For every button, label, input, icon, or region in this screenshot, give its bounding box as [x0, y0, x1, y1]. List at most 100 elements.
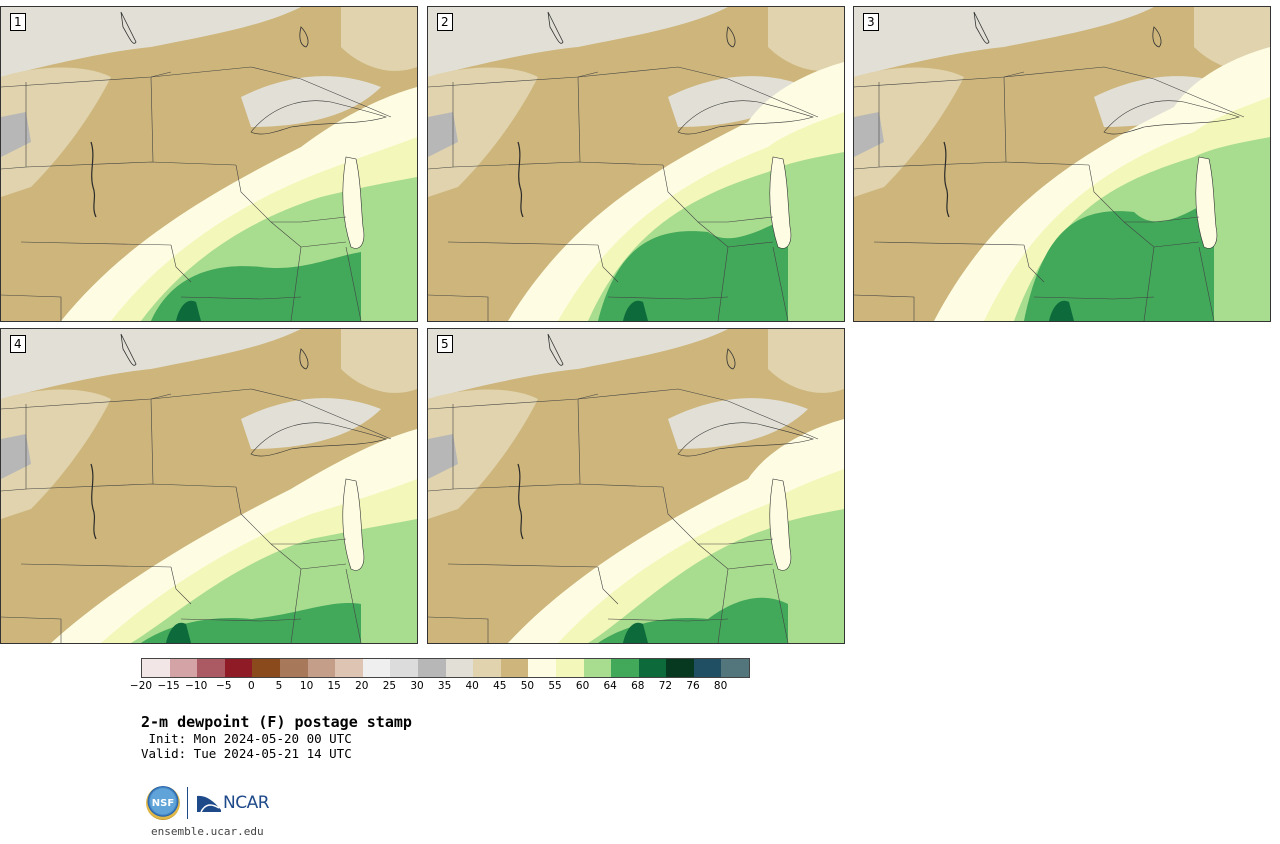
- dewpoint-colorbar: [141, 658, 751, 678]
- state-border: [235, 164, 301, 223]
- gray-region: [854, 112, 884, 157]
- state-border: [300, 216, 347, 223]
- colorbar-swatch: [142, 659, 170, 677]
- light-tan-west-region: [854, 67, 964, 197]
- lake-superior-outline: [250, 100, 387, 135]
- state-border: [1003, 66, 1245, 118]
- colorbar-swatch: [362, 659, 391, 677]
- green-region: [1024, 197, 1214, 321]
- colorbar-tick-label: 76: [686, 680, 700, 692]
- dry-north-region: [428, 7, 728, 77]
- panel-number-label: 2: [437, 13, 453, 31]
- colorbar-tick-label: 35: [437, 680, 452, 692]
- state-border: [170, 244, 192, 283]
- colorbar-tick-label: 0: [248, 680, 255, 692]
- colorbar-swatch: [390, 659, 418, 677]
- state-border: [717, 568, 729, 643]
- river-outline: [90, 141, 97, 218]
- state-border: [452, 161, 664, 168]
- river-outline: [517, 141, 524, 218]
- ncar-mark-icon: [197, 795, 221, 812]
- colorbar-swatch: [417, 659, 446, 677]
- state-border: [662, 486, 728, 545]
- dewpoint-map-1: [1, 7, 417, 321]
- state-border: [150, 398, 154, 485]
- init-time: Init: Mon 2024-05-20 00 UTC: [141, 731, 352, 746]
- dark-green-region: [166, 622, 191, 643]
- colorbar-tick-labels: −20 −15 −10 −5 0 5 10 15 20 25 30 35 40 45 50 55 60 64 68 7…: [130, 678, 757, 692]
- colorbar-swatch: [528, 659, 556, 677]
- state-border: [150, 76, 154, 163]
- colorbar-tick-label: 15: [327, 680, 341, 692]
- state-border: [1003, 76, 1007, 163]
- state-border: [727, 216, 774, 223]
- state-border: [290, 246, 302, 321]
- state-border: [1153, 216, 1200, 223]
- lake-outline: [120, 333, 137, 366]
- valid-time: Valid: Tue 2024-05-21 14 UTC: [141, 746, 352, 761]
- colorbar-tick-label: −10: [185, 680, 208, 692]
- lake-superior-outline: [677, 422, 814, 457]
- title-block: 2-m dewpoint (F) postage stamp Init: Mon…: [141, 713, 412, 761]
- map-panel-5: 5: [427, 328, 845, 644]
- dark-green-region: [176, 300, 201, 321]
- lake-superior-region: [241, 398, 381, 449]
- colorbar-swatch: [555, 659, 584, 677]
- state-border: [1023, 244, 1045, 283]
- panel-number-label: 3: [863, 13, 879, 31]
- state-border: [428, 294, 489, 321]
- colorbar-tick-label: 5: [275, 680, 283, 692]
- state-border: [300, 538, 347, 545]
- colorbar-swatch: [224, 659, 253, 677]
- light-tan-west-region: [1, 67, 111, 197]
- light-tan-northeast-region: [768, 7, 844, 71]
- state-border: [1, 616, 62, 643]
- colorbar-swatch: [335, 659, 363, 677]
- state-border: [1088, 164, 1154, 223]
- product-title: 2-m dewpoint (F) postage stamp: [141, 713, 412, 731]
- dry-north-region: [854, 7, 1154, 77]
- dry-north-region: [1, 7, 301, 77]
- state-border: [1143, 246, 1155, 321]
- colorbar-swatch: [638, 659, 667, 677]
- lake-michigan-outline: [769, 478, 792, 571]
- panel-number-label: 4: [10, 335, 26, 353]
- colorbar-swatch: [169, 659, 198, 677]
- lake-outline: [726, 348, 736, 370]
- dewpoint-map-4: [1, 329, 417, 643]
- lake-outline: [120, 11, 137, 44]
- colorbar-tick-label: 64: [603, 680, 617, 692]
- lake-superior-region: [668, 76, 808, 127]
- state-border: [854, 294, 915, 321]
- lake-outline: [547, 11, 564, 44]
- state-border: [1033, 296, 1155, 300]
- colorbar-tick-label: 40: [465, 680, 479, 692]
- state-border: [1198, 246, 1215, 321]
- lake-outline: [1152, 26, 1162, 48]
- colorbar-swatch: [473, 659, 501, 677]
- gray-region: [1, 434, 31, 479]
- green-region: [141, 602, 361, 643]
- state-border: [20, 241, 172, 246]
- colorbar-tick-label: 30: [410, 680, 424, 692]
- ncar-logo-text: NCAR: [223, 793, 270, 813]
- lake-superior-outline: [1103, 100, 1240, 135]
- state-border: [25, 483, 237, 490]
- colorbar-swatch: [583, 659, 612, 677]
- gray-region: [1, 112, 31, 157]
- river-outline: [943, 141, 950, 218]
- state-border: [1, 294, 62, 321]
- light-tan-west-region: [428, 67, 538, 197]
- gray-region: [428, 434, 458, 479]
- colorbar-swatch: [307, 659, 336, 677]
- dark-green-region: [623, 300, 648, 321]
- state-border: [428, 616, 489, 643]
- map-panel-4: 4: [0, 328, 418, 644]
- gray-region: [428, 112, 458, 157]
- website-link[interactable]: ensemble.ucar.edu: [151, 825, 264, 838]
- dewpoint-map-2: [428, 7, 844, 321]
- state-border: [345, 568, 362, 643]
- colorbar-swatch: [666, 659, 694, 677]
- lake-superior-region: [241, 76, 381, 127]
- state-border: [452, 483, 664, 490]
